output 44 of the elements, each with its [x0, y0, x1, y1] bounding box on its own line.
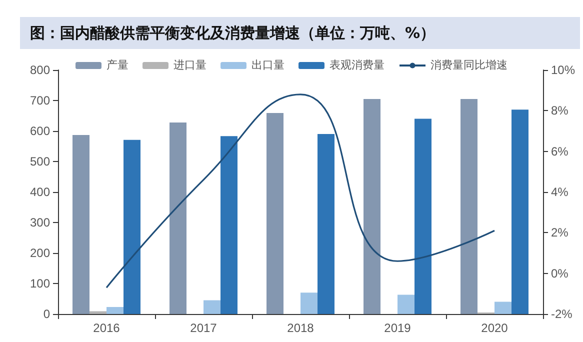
y2-tick-label: 8% — [551, 104, 569, 118]
y-tick-label: 0 — [43, 307, 50, 321]
bar — [204, 300, 220, 314]
x-tick-label: 2019 — [384, 321, 412, 335]
y-tick-label: 600 — [30, 124, 50, 138]
x-tick-label: 2016 — [93, 321, 120, 335]
x-tick-label: 2017 — [190, 321, 218, 335]
bar — [300, 292, 318, 314]
chart-title: 图：国内醋酸供需平衡变化及消费量增速（单位：万吨、%） — [20, 17, 580, 49]
bar — [72, 134, 90, 314]
line-series — [106, 94, 496, 288]
y-tick-label: 100 — [30, 276, 50, 290]
x-tick-label: 2018 — [287, 321, 314, 335]
bar — [460, 98, 478, 314]
legend-label: 表观消费量 — [330, 58, 384, 72]
bar — [170, 122, 186, 314]
y-tick-label: 700 — [30, 94, 50, 108]
y-tick-label: 400 — [30, 185, 50, 199]
bar — [90, 311, 106, 314]
y2-tick-label: 4% — [551, 185, 569, 199]
legend-label: 消费量同比增速 — [430, 58, 508, 72]
bar — [494, 302, 512, 314]
legend-label: 产量 — [106, 58, 128, 72]
bar — [220, 136, 238, 314]
y-tick-label: 800 — [30, 63, 50, 77]
bar — [364, 98, 380, 314]
bar — [266, 113, 284, 314]
bar — [512, 110, 528, 314]
y2-tick-label: -2% — [551, 307, 573, 321]
y2-tick-label: 0% — [551, 266, 569, 280]
y-tick-label: 200 — [30, 246, 50, 260]
y2-tick-label: 10% — [551, 63, 576, 77]
y-tick-label: 300 — [30, 216, 50, 230]
y-tick-label: 500 — [30, 154, 50, 168]
x-tick-label: 2020 — [481, 321, 508, 335]
y2-tick-label: 2% — [551, 226, 569, 240]
bar — [106, 306, 124, 314]
legend-label: 进口量 — [174, 58, 206, 72]
bar — [398, 294, 414, 314]
y2-tick-label: 6% — [551, 144, 569, 158]
bar — [318, 134, 334, 314]
bar — [124, 140, 140, 314]
bar — [414, 118, 432, 314]
legend-label: 出口量 — [252, 58, 284, 72]
